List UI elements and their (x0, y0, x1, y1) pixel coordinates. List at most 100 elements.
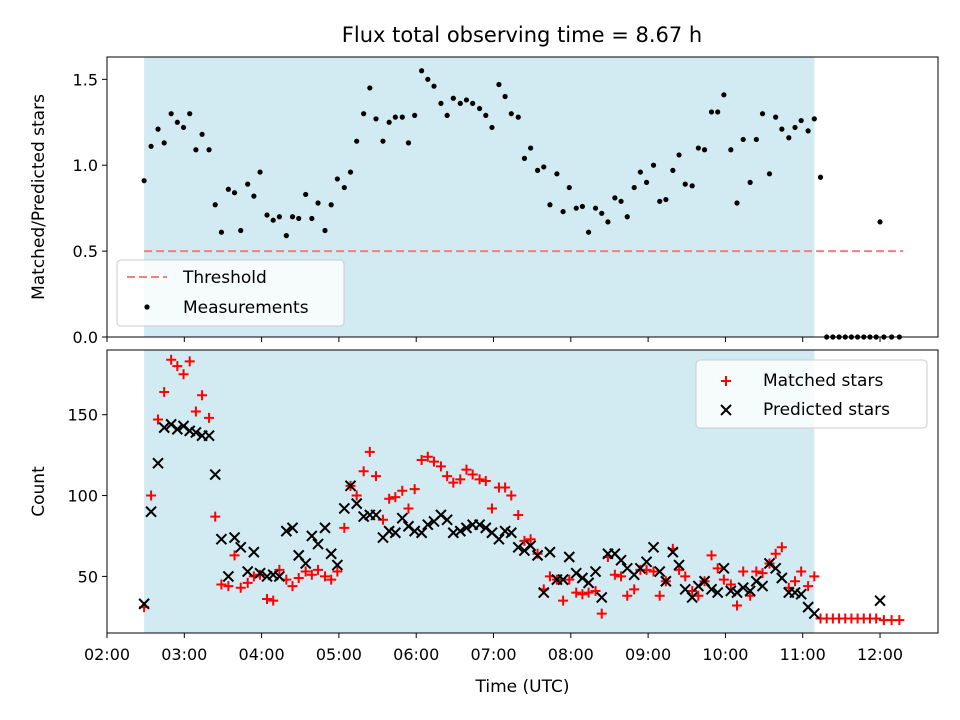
measurement-point (328, 202, 334, 208)
xtick-label: 10:00 (702, 645, 748, 664)
predicted-star-point (744, 585, 756, 597)
measurement-point (805, 128, 811, 134)
top-ytick-label: 0.5 (73, 242, 98, 261)
predicted-star-point (312, 538, 324, 550)
measurement-point (708, 109, 715, 115)
matched-star-point (216, 579, 227, 590)
matched-star-point (757, 568, 768, 579)
matched-star-point (564, 574, 575, 585)
bottom-ytick-label: 150 (67, 406, 98, 425)
measurement-point (534, 167, 541, 173)
measurement-point (373, 116, 379, 122)
measurement-point (257, 169, 263, 175)
bottom-axes-frame (106, 349, 939, 634)
predicted-star-point (152, 457, 164, 469)
measurement-point (392, 114, 398, 120)
top-legend: Threshold Measurements (116, 259, 345, 327)
predicted-star-point (544, 546, 556, 558)
matched-star-point (590, 585, 601, 596)
matched-star-point (513, 509, 524, 520)
measurement-point (560, 209, 566, 215)
predicted-star-point (473, 518, 486, 531)
top-panel: 0.0 0.5 1.0 1.5 Matched/Predicted stars Thres… (29, 56, 939, 347)
predicted-star-point (795, 588, 807, 600)
predicted-star-point (615, 554, 627, 566)
measurement-point (354, 138, 360, 144)
measurement-point (309, 215, 315, 222)
predicted-star-point (454, 525, 466, 537)
predicted-star-point (667, 546, 679, 558)
matched-star-point (409, 484, 420, 495)
matched-star-point (172, 361, 183, 372)
matched-star-point (262, 594, 273, 605)
matched-star-point (500, 482, 511, 493)
matched-star-point (480, 475, 491, 486)
predicted-star-point (215, 533, 228, 545)
legend-threshold-label: Threshold (182, 268, 267, 288)
measurement-point (740, 136, 746, 143)
predicted-star-point (286, 522, 299, 534)
top-y-axis-label: Matched/Predicted stars (29, 94, 49, 300)
measurement-point (141, 178, 147, 184)
predicted-star-point (171, 423, 184, 435)
predicted-star-point (647, 541, 660, 553)
measurement-point (238, 227, 244, 234)
predicted-star-point (512, 541, 524, 553)
matched-star-point (687, 585, 698, 596)
predicted-star-point (422, 518, 434, 531)
matched-star-point (326, 574, 337, 585)
matched-star-point (422, 451, 433, 462)
predicted-star-point (415, 527, 428, 539)
predicted-star-point (660, 575, 672, 587)
measurement-point (759, 111, 766, 117)
matched-star-point (706, 550, 717, 561)
predicted-star-point (158, 421, 170, 434)
measurement-point (270, 217, 276, 223)
matched-star-point (474, 474, 485, 485)
measurement-point (438, 100, 444, 106)
matched-star-point (229, 550, 240, 561)
matched-star-point (519, 535, 530, 546)
measurement-point (554, 171, 560, 177)
matched-star-point (306, 569, 317, 580)
matched-star-point (506, 490, 517, 501)
measurement-point (715, 109, 721, 115)
predicted-star-point (306, 530, 318, 542)
legend-box (116, 259, 345, 327)
matched-star-point (577, 589, 588, 600)
predicted-star-point (737, 582, 749, 594)
predicted-star-point (505, 527, 517, 539)
matched-star-point (467, 469, 478, 480)
measurement-point (148, 143, 154, 149)
measurement-point (425, 76, 431, 82)
matched-star-point (596, 608, 607, 619)
matched-star-point (894, 615, 905, 626)
measurement-point (386, 119, 392, 125)
predicted-star-point (389, 527, 402, 539)
measurement-point (231, 190, 238, 196)
matched-star-point (300, 566, 311, 577)
measurement-point (322, 227, 328, 234)
measurement-point (496, 81, 502, 88)
predicted-star-point (531, 549, 544, 562)
predicted-star-point (776, 572, 788, 584)
matched-star-point (274, 564, 285, 575)
measurement-point (303, 191, 309, 198)
xtick-label: 08:00 (548, 645, 594, 664)
measurement-point (515, 114, 521, 120)
xtick-label: 06:00 (393, 645, 439, 664)
predicted-star-point (874, 594, 886, 607)
matched-star-point (871, 613, 882, 624)
measurement-point (650, 162, 657, 168)
xtick-label: 07:00 (470, 645, 516, 664)
matched-star-point (339, 522, 350, 533)
measurement-point (251, 193, 257, 199)
matched-star-point (712, 563, 723, 574)
matched-star-point (770, 548, 781, 559)
xtick-label: 03:00 (161, 645, 207, 664)
legend-predicted-swatch (720, 404, 732, 416)
matched-star-point (153, 414, 164, 425)
predicted-star-point (582, 577, 595, 589)
matched-star-point (159, 387, 170, 398)
